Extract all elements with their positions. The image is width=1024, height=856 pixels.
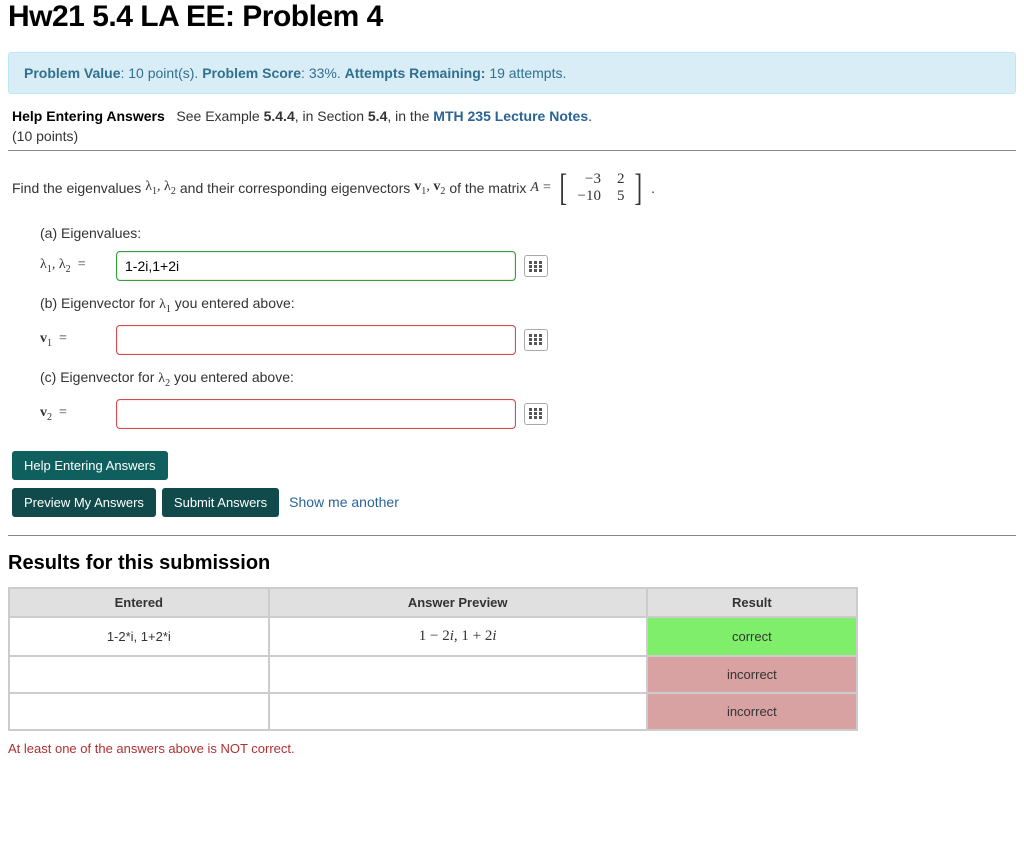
points: (10 points) (8, 128, 1016, 144)
pch1: (c) Eigenvector for (40, 369, 158, 385)
col-preview: Answer Preview (270, 589, 646, 616)
score-label: Problem Score (202, 65, 301, 81)
part-c-head: (c) Eigenvector for λ2 you entered above… (40, 369, 1012, 389)
help-entering-button[interactable]: Help Entering Answers (12, 451, 168, 480)
value-label: Problem Value (24, 65, 120, 81)
results-table: Entered Answer Preview Result 1-2*i, 1+2… (8, 587, 858, 731)
help-entering-link[interactable]: Help Entering Answers (12, 108, 165, 124)
score: 33%. (309, 65, 341, 81)
page-title: Hw21 5.4 LA EE: Problem 4 (8, 0, 1016, 34)
table-row: 1-2*i, 1+2*i1 − 2i, 1 + 2icorrect (10, 618, 856, 655)
part-a-label: λ1, λ2 = (40, 257, 108, 275)
divider (8, 535, 1016, 536)
part-b-label: v1 = (40, 331, 108, 349)
m00: −3 (570, 171, 609, 188)
value: 10 point(s). (128, 65, 198, 81)
m10: −10 (570, 188, 609, 205)
cell-entered (10, 657, 268, 692)
pbh2: you entered above: (171, 295, 295, 311)
attempts-label: Attempts Remaining: (345, 65, 486, 81)
cell-entered (10, 694, 268, 729)
pbh1: (b) Eigenvector for (40, 295, 159, 311)
keypad-icon[interactable] (524, 255, 548, 277)
help-example: 5.4.4 (264, 108, 295, 124)
cell-entered: 1-2*i, 1+2*i (10, 618, 268, 655)
submit-answers-button[interactable]: Submit Answers (162, 488, 279, 517)
help-see: See Example (176, 108, 259, 124)
cell-preview (270, 694, 646, 729)
matrix-A: [ −32 −105 ] (557, 169, 645, 207)
stmt-tail: . (651, 180, 655, 196)
show-another-link[interactable]: Show me another (289, 494, 399, 510)
preview-answers-button[interactable]: Preview My Answers (12, 488, 156, 517)
part-c-label: v2 = (40, 405, 108, 423)
help-insec: , in Section (295, 108, 364, 124)
table-row: incorrect (10, 657, 856, 692)
divider (8, 150, 1016, 151)
keypad-icon[interactable] (524, 403, 548, 425)
error-message: At least one of the answers above is NOT… (8, 741, 1016, 756)
stmt-of: of the matrix (449, 180, 526, 196)
problem-info-box: Problem Value: 10 point(s). Problem Scor… (8, 52, 1016, 94)
cell-result: incorrect (648, 694, 856, 729)
eigenvector1-input[interactable] (116, 325, 516, 355)
eigenvector2-input[interactable] (116, 399, 516, 429)
problem-statement: Find the eigenvalues λ1, λ2 and their co… (12, 169, 1012, 207)
stmt-lead: Find the eigenvalues (12, 180, 141, 196)
stmt-and: and their corresponding eigenvectors (180, 180, 410, 196)
results-heading: Results for this submission (8, 552, 1016, 575)
help-section: 5.4 (368, 108, 387, 124)
cell-preview (270, 657, 646, 692)
cell-result: correct (648, 618, 856, 655)
attempts: 19 attempts. (489, 65, 566, 81)
m01: 2 (609, 171, 633, 188)
col-entered: Entered (10, 589, 268, 616)
col-result: Result (648, 589, 856, 616)
m11: 5 (609, 188, 633, 205)
eigenvalues-input[interactable] (116, 251, 516, 281)
cell-preview: 1 − 2i, 1 + 2i (270, 618, 646, 655)
pch2: you entered above: (170, 369, 294, 385)
cell-result: incorrect (648, 657, 856, 692)
part-a-head: (a) Eigenvalues: (40, 225, 1012, 241)
part-b-head: (b) Eigenvector for λ1 you entered above… (40, 295, 1012, 315)
table-row: incorrect (10, 694, 856, 729)
period: . (588, 108, 592, 124)
help-inthe: , in the (387, 108, 429, 124)
keypad-icon[interactable] (524, 329, 548, 351)
lecture-notes-link[interactable]: MTH 235 Lecture Notes (433, 108, 588, 124)
